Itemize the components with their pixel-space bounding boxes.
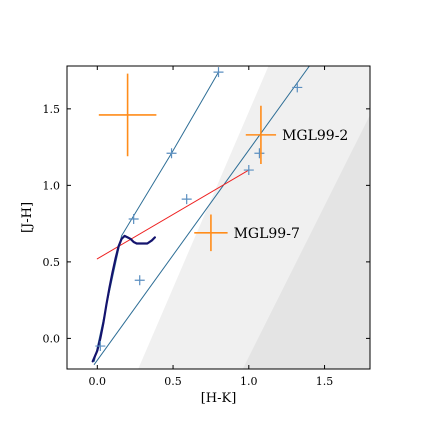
plus-marker-0-2 [213,67,224,78]
plus-marker-1-2 [181,194,192,205]
source-point-mgl99-7 [194,214,228,252]
y-tick-label: 0.5 [43,256,61,269]
plus-marker-1-1 [134,275,145,286]
x-tick-label: 0.0 [89,375,107,388]
error-cross-0 [98,73,157,157]
plus-marker-1-5 [292,82,303,93]
ctts-locus-line [96,169,250,260]
plus-marker-0-0 [128,214,139,225]
y-tick-label: 1.5 [43,103,61,116]
source-label-mgl99-2: MGL99-2 [282,128,348,144]
dwarf-giant-locus-line [91,234,156,363]
source-point-mgl99-2 [245,105,277,164]
y-tick-label: 1.0 [43,179,61,192]
plot-frame [66,65,371,370]
source-labels: MGL99-2 MGL99-7 [234,128,349,242]
data-lines [91,66,310,365]
x-tick-label: 0.5 [164,375,182,388]
shaded-regions [138,66,370,369]
plus-marker-1-0 [95,341,106,352]
axis-ticks: 0.0 0.5 1.0 1.5 0.0 0.5 1.0 1.5 [43,66,370,388]
shaded-region-1 [242,114,370,369]
plus-marker-0-1 [166,148,177,159]
x-axis-label: [H-K] [201,391,237,406]
reddening-line-1 [93,66,310,365]
plus-marker-1-4 [254,148,265,159]
y-tick-label: 0.0 [43,332,61,345]
x-tick-label: 1.5 [316,375,334,388]
data-markers [95,67,303,352]
y-axis-label: [J-H] [20,202,35,233]
source-label-mgl99-7: MGL99-7 [234,226,300,242]
x-tick-label: 1.0 [240,375,258,388]
plus-marker-1-3 [243,165,254,176]
